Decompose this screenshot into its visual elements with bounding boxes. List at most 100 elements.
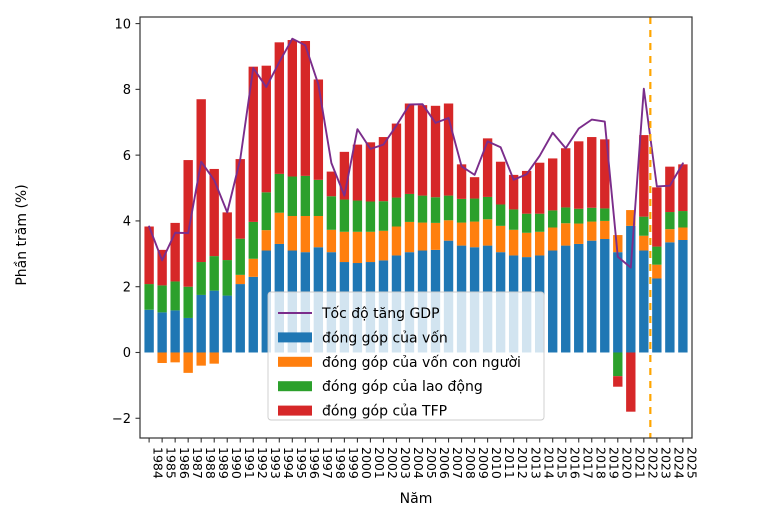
x-tick-label: 2008: [463, 447, 478, 479]
bar-segment: [678, 240, 688, 353]
bar-segment: [430, 105, 441, 198]
bar-segment: [652, 246, 662, 265]
bar-group: [209, 168, 219, 364]
gdp-growth-line-layer: [148, 37, 684, 269]
bar-segment: [391, 197, 402, 227]
bar-segment: [626, 210, 636, 226]
axes-frame: [139, 16, 693, 439]
x-tick-label: 1984: [151, 447, 166, 479]
x-tick-label: 1991: [242, 447, 257, 479]
bar-segment: [352, 144, 363, 201]
bar-segment: [443, 103, 454, 196]
bar-segment: [209, 290, 219, 353]
x-tick-label: 1995: [294, 447, 309, 479]
y-tick-label: 0: [123, 346, 131, 361]
bar-segment: [443, 220, 454, 241]
bar-segment: [196, 262, 206, 295]
bar-segment: [613, 352, 623, 377]
bar-segment: [339, 199, 350, 232]
bar-segment: [600, 239, 610, 353]
bar-segment: [365, 231, 376, 263]
bar-segment: [482, 219, 493, 246]
bar-segment: [144, 284, 154, 310]
bar-segment: [183, 160, 193, 287]
x-tick-label: 2012: [515, 447, 530, 479]
bar-segment: [365, 201, 376, 232]
bar-segment: [196, 352, 206, 366]
legend-item[interactable]: đóng góp của vốn con người: [278, 354, 521, 371]
bar-segment: [678, 227, 688, 240]
bar-segment: [587, 207, 597, 222]
x-tick-label: 1985: [164, 447, 179, 479]
legend-color-swatch: [278, 381, 312, 392]
bar-segment: [235, 159, 245, 239]
x-tick-label: 1986: [177, 447, 192, 479]
bar-segment: [534, 231, 545, 256]
bar-segment: [170, 222, 180, 282]
bar-segment: [222, 295, 232, 353]
bar-segment: [574, 243, 584, 353]
bar-segment: [274, 42, 284, 174]
bar-group: [548, 158, 558, 353]
bar-segment: [574, 208, 584, 224]
x-tick-label: 2000: [359, 447, 374, 479]
bar-segment: [678, 164, 688, 212]
y-tick-label: 10: [114, 17, 131, 32]
bar-segment: [222, 212, 232, 261]
bar-segment: [235, 284, 245, 353]
bar-segment: [261, 250, 271, 353]
x-tick-label: 2005: [424, 447, 439, 479]
bar-segment: [391, 123, 402, 198]
y-tick-label: 6: [123, 149, 131, 164]
bar-segment: [404, 221, 415, 253]
bar-segment: [613, 235, 623, 253]
bar-segment: [665, 229, 675, 243]
bar-segment: [300, 175, 311, 216]
bar-segment: [404, 103, 415, 194]
bar-segment: [665, 242, 675, 353]
x-tick-label: 2013: [528, 447, 543, 479]
bar-segment: [417, 195, 428, 223]
bar-group: [587, 137, 597, 353]
bar-segment: [613, 376, 623, 387]
bar-segment: [378, 201, 389, 231]
y-tick-label: 2: [123, 280, 131, 295]
bar-segment: [144, 226, 154, 285]
bar-segment: [626, 352, 636, 412]
bar-segment: [300, 41, 311, 176]
legend-item[interactable]: đóng góp của TFP: [278, 404, 447, 420]
bar-segment: [209, 256, 219, 291]
legend-item[interactable]: đóng góp của lao động: [278, 379, 483, 395]
bar-group: [574, 141, 584, 353]
bar-segment: [144, 309, 154, 353]
bar-group: [613, 235, 623, 387]
bar-group: [183, 160, 193, 373]
bar-segment: [639, 216, 649, 236]
bar-group: [157, 249, 167, 363]
bar-segment: [587, 221, 597, 241]
bar-group: [144, 226, 154, 353]
bar-segment: [248, 276, 258, 353]
x-tick-label: 1988: [203, 447, 218, 479]
x-tick-label: 2020: [619, 447, 634, 479]
x-tick-label: 2025: [684, 447, 699, 479]
bar-segment: [196, 99, 206, 263]
bar-segment: [183, 317, 193, 353]
bar-group: [248, 66, 258, 353]
legend-item[interactable]: Tốc độ tăng GDP: [278, 305, 440, 322]
bar-segment: [313, 215, 324, 248]
x-tick-label: 2022: [645, 447, 660, 479]
x-tick-label: 2019: [606, 447, 621, 479]
bar-segment: [639, 135, 649, 217]
x-tick-label: 2002: [385, 447, 400, 479]
chart-legend[interactable]: Tốc độ tăng GDP đóng góp của vốn đóng góp …: [267, 291, 545, 421]
bar-segment: [183, 286, 193, 318]
legend-item[interactable]: đóng góp của vốn: [278, 329, 448, 346]
bar-segment: [495, 204, 506, 226]
bar-segment: [261, 192, 271, 231]
bar-segment: [157, 249, 167, 286]
x-tick-label: 2007: [450, 447, 465, 479]
bar-segment: [339, 231, 350, 263]
x-tick-label: 2009: [476, 447, 491, 479]
